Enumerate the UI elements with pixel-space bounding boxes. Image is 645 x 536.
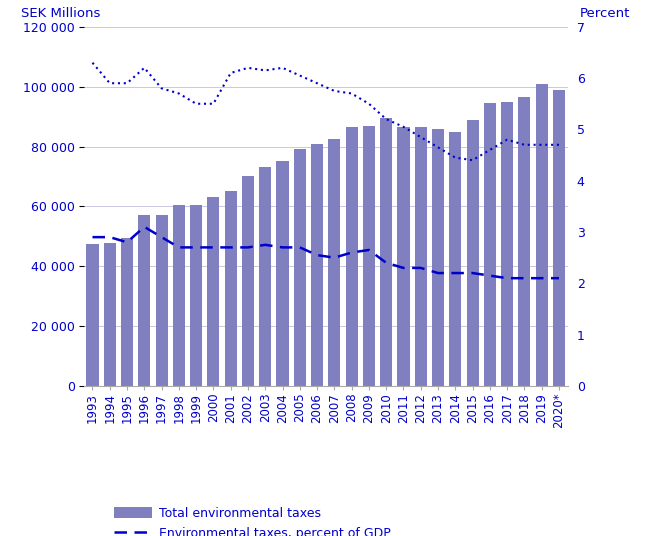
Bar xyxy=(190,205,202,386)
Bar xyxy=(450,131,461,386)
Bar xyxy=(363,125,375,386)
Bar xyxy=(346,127,358,386)
Bar xyxy=(121,238,133,386)
Bar xyxy=(259,167,272,386)
Bar xyxy=(208,197,219,386)
Bar xyxy=(519,97,530,386)
Bar xyxy=(535,84,548,386)
Bar xyxy=(466,120,479,386)
Bar xyxy=(380,118,392,386)
Bar xyxy=(553,90,565,386)
Bar xyxy=(138,215,150,386)
Bar xyxy=(293,150,306,386)
Bar xyxy=(224,191,237,386)
Bar xyxy=(311,144,323,386)
Bar xyxy=(242,176,254,386)
Bar xyxy=(397,127,410,386)
Bar xyxy=(86,244,99,386)
Bar xyxy=(328,139,341,386)
Legend: Total environmental taxes, Environmental taxes, percent of GDP, Environmental ta: Total environmental taxes, Environmental… xyxy=(114,507,431,536)
Bar xyxy=(104,243,116,386)
Bar xyxy=(277,161,288,386)
Bar xyxy=(432,129,444,386)
Bar xyxy=(415,127,427,386)
Bar xyxy=(155,215,168,386)
Text: SEK Millions: SEK Millions xyxy=(21,6,101,20)
Bar xyxy=(484,103,496,386)
Bar xyxy=(501,102,513,386)
Bar xyxy=(173,205,185,386)
Text: Percent: Percent xyxy=(580,6,630,20)
